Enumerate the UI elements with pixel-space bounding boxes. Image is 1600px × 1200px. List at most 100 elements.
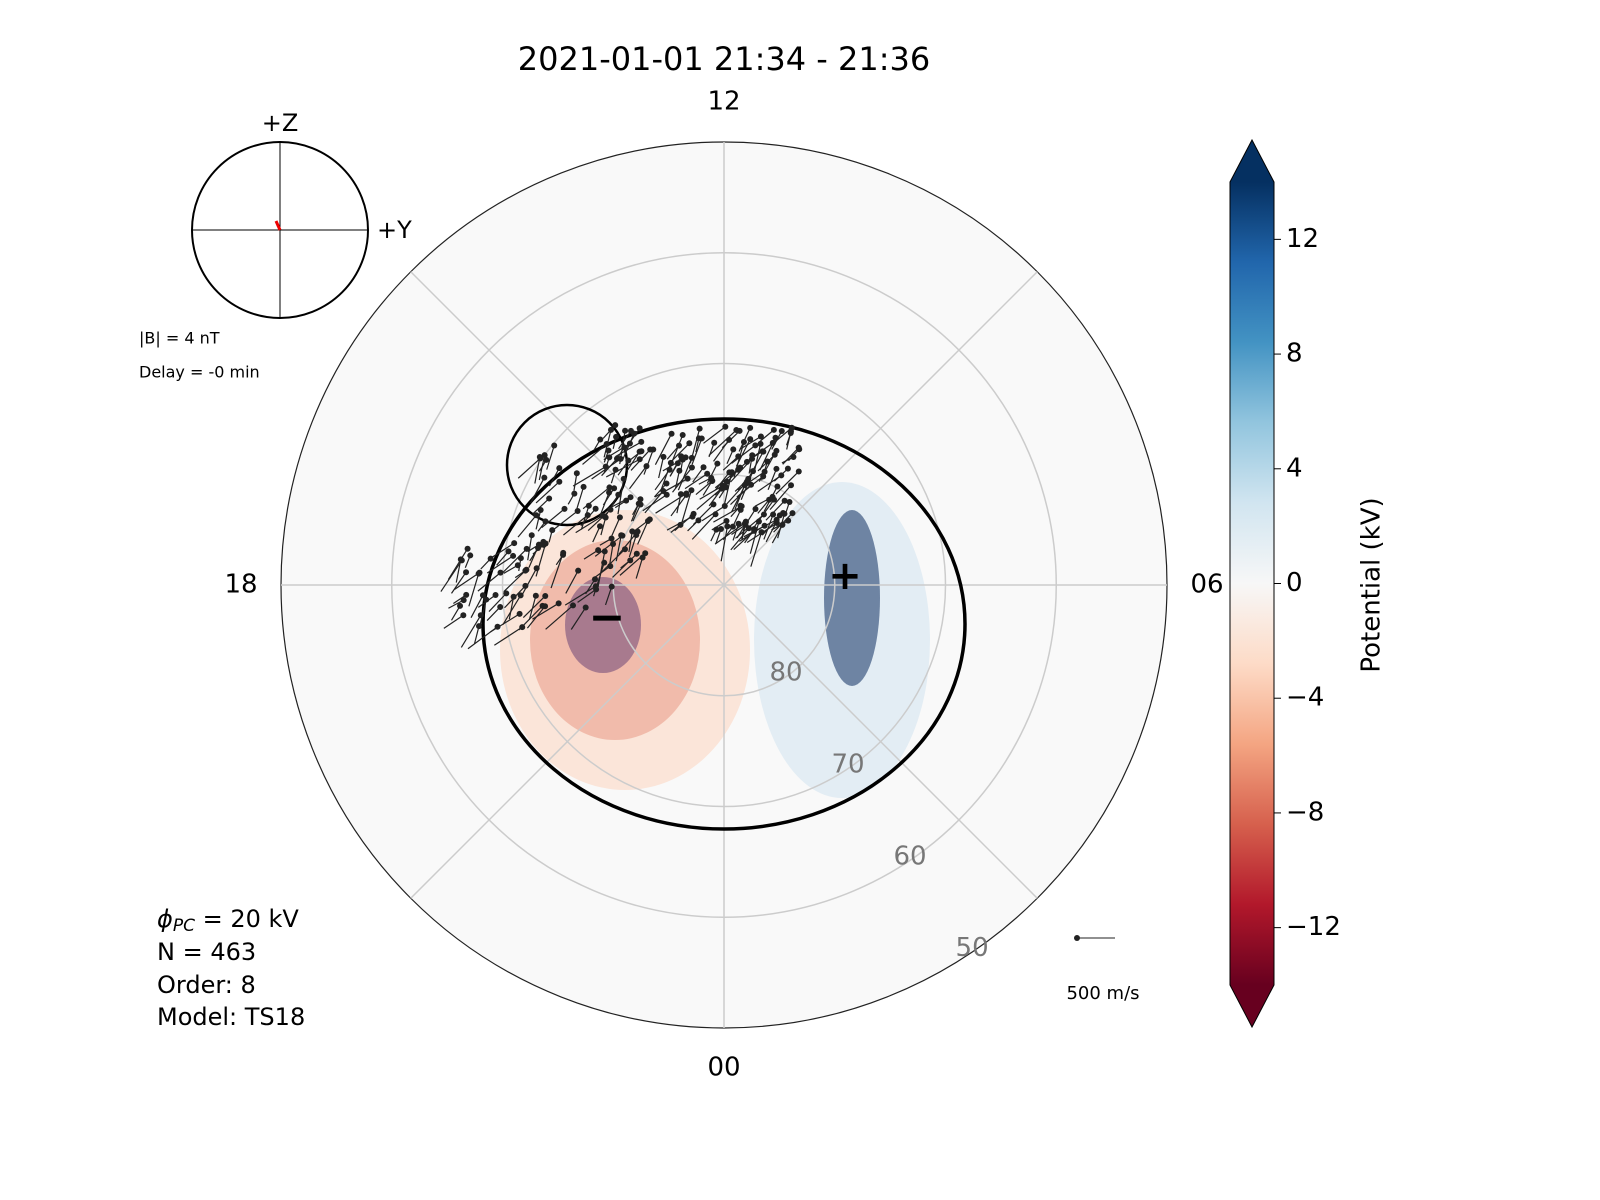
vector-line bbox=[618, 430, 632, 450]
contour-fill bbox=[824, 510, 880, 686]
vector-line bbox=[701, 505, 726, 522]
vector-line bbox=[730, 527, 750, 551]
vector-line bbox=[720, 526, 728, 562]
vector-dot bbox=[629, 528, 636, 535]
vector-line bbox=[486, 555, 514, 574]
grid bbox=[281, 142, 1167, 1028]
vector-dot bbox=[708, 474, 715, 481]
vector-dot bbox=[603, 440, 610, 447]
vector-line bbox=[460, 614, 482, 648]
vector-line bbox=[619, 552, 646, 576]
vector-dot bbox=[781, 497, 788, 504]
vector-line bbox=[518, 605, 543, 631]
vector-line bbox=[771, 524, 783, 544]
vector-dot bbox=[463, 591, 470, 598]
vector-dot bbox=[460, 612, 467, 619]
vector-line bbox=[443, 614, 464, 629]
imf-dial: +Z +Y |B| = 4 nT Delay = -0 min bbox=[139, 109, 412, 382]
vector-line bbox=[602, 487, 615, 506]
imf-vector bbox=[274, 220, 282, 231]
vector-line bbox=[517, 514, 537, 538]
vector-dot bbox=[660, 453, 667, 460]
vector-dot bbox=[770, 511, 777, 518]
vector-dot bbox=[560, 549, 567, 556]
vector-line bbox=[757, 429, 775, 444]
vector-dot bbox=[770, 426, 777, 433]
vector-line bbox=[754, 496, 773, 507]
vector-dot bbox=[514, 562, 521, 569]
vector-dot bbox=[784, 465, 791, 472]
vector-line bbox=[666, 516, 693, 531]
vector-line bbox=[580, 505, 590, 530]
vector-line bbox=[660, 462, 672, 491]
vector-dot bbox=[595, 547, 602, 554]
vector-line bbox=[731, 444, 756, 464]
vector-dot bbox=[776, 512, 783, 519]
vector-dot bbox=[674, 460, 681, 467]
vector-line bbox=[733, 530, 755, 550]
vector-line bbox=[695, 480, 713, 496]
vector-dot bbox=[599, 512, 606, 519]
vector-line bbox=[494, 626, 523, 646]
vector-dot bbox=[752, 442, 759, 449]
vector-dot bbox=[711, 439, 718, 446]
colorbar-extend bbox=[1230, 140, 1274, 182]
vector-dot bbox=[536, 453, 543, 460]
vector-dot bbox=[747, 436, 754, 443]
vector-dot bbox=[497, 603, 504, 610]
vector-line bbox=[726, 481, 748, 505]
lat-label: 80 bbox=[769, 657, 802, 687]
vector-dot bbox=[574, 507, 581, 514]
vector-line bbox=[470, 594, 484, 618]
vector-line bbox=[642, 494, 668, 512]
vector-dot bbox=[528, 532, 535, 539]
vector-line bbox=[615, 441, 642, 457]
vector-dot bbox=[543, 456, 550, 463]
vector-dot bbox=[730, 446, 737, 453]
vector-dot bbox=[497, 569, 504, 576]
vector-dot bbox=[463, 569, 470, 576]
vector-dot bbox=[610, 541, 617, 548]
vector-dot bbox=[668, 430, 675, 437]
vector-dot bbox=[724, 523, 731, 530]
vector-dot bbox=[627, 427, 634, 434]
vector-dot bbox=[679, 432, 686, 439]
vector-dot bbox=[541, 474, 548, 481]
vector-line bbox=[597, 551, 606, 588]
vector-line bbox=[612, 553, 638, 578]
model: Model: TS18 bbox=[157, 1003, 305, 1031]
vector-line bbox=[680, 490, 692, 525]
vector-line bbox=[713, 439, 730, 462]
vector-line bbox=[592, 565, 611, 580]
vector-line bbox=[527, 535, 533, 561]
vector-line bbox=[600, 517, 607, 536]
vector-line bbox=[570, 607, 587, 630]
vector-dot bbox=[607, 563, 614, 570]
vector-dot bbox=[760, 473, 767, 480]
colorbar-outline bbox=[1229, 138, 1275, 1029]
vector-line bbox=[628, 531, 633, 553]
vector-dot bbox=[549, 527, 556, 534]
vector-dot bbox=[636, 456, 643, 463]
colorbar-tick-label: 12 bbox=[1286, 224, 1319, 254]
imf-magnitude: |B| = 4 nT bbox=[139, 329, 220, 348]
vector-line bbox=[763, 514, 774, 540]
vector-dot bbox=[774, 483, 781, 490]
vector-dot bbox=[663, 480, 670, 487]
vector-dot bbox=[714, 460, 721, 467]
vector-line bbox=[637, 520, 649, 545]
vector-line bbox=[603, 442, 631, 461]
potential-contours bbox=[500, 482, 930, 798]
vector-line bbox=[529, 477, 545, 504]
vector-dot bbox=[570, 602, 577, 609]
vector-line bbox=[496, 550, 509, 566]
vector-dot bbox=[795, 468, 802, 475]
chart-title: 2021-01-01 21:34 - 21:36 bbox=[518, 40, 930, 78]
vector-dot bbox=[541, 452, 548, 459]
vector-dot bbox=[773, 465, 780, 472]
vector-dot bbox=[516, 610, 523, 617]
vector-dot bbox=[477, 612, 484, 619]
vector-line bbox=[644, 490, 664, 514]
vector-dot bbox=[607, 426, 614, 433]
